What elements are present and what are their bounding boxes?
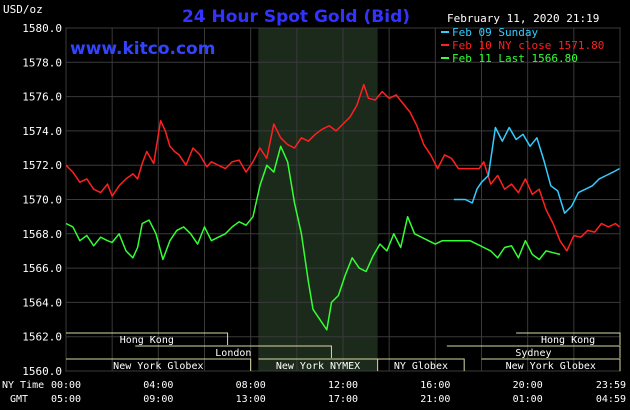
market-session-bands: Hong Kong Hong Kong London Sydney New York G… xyxy=(66,332,621,372)
x-tick-gmt: 01:00 xyxy=(513,394,543,405)
market-band-bracket xyxy=(135,345,332,358)
market-band: Sydney xyxy=(446,345,621,359)
market-band-label: NY Globex xyxy=(394,361,448,372)
market-band-bracket xyxy=(446,345,621,358)
price-series xyxy=(65,83,620,331)
market-band-label: Hong Kong xyxy=(120,335,174,346)
x-tick-ny: 20:00 xyxy=(513,380,543,391)
market-band-label: Sydney xyxy=(515,348,551,359)
x-tick-gmt: 17:00 xyxy=(328,394,358,405)
market-band-bracket xyxy=(516,332,621,345)
x-tick-gmt: 05:00 xyxy=(51,394,81,405)
market-band-label: New York NYMEX xyxy=(276,361,360,372)
x-tick-ny: 12:00 xyxy=(328,380,358,391)
y-tick-label: 1562.0 xyxy=(22,331,62,344)
y-tick-label: 1570.0 xyxy=(22,194,62,207)
y-axis-unit: USD/oz xyxy=(3,3,43,16)
legend-label: Feb 09 Sunday xyxy=(452,26,538,39)
market-band: New York NYMEX xyxy=(258,358,379,372)
market-band: London xyxy=(135,345,332,359)
chart-datetime: February 11, 2020 21:19 xyxy=(447,12,599,25)
y-axis-ticks: 1560.0 1562.0 1564.0 1566.0 1568.0 1570.0 1572… xyxy=(22,22,62,378)
market-band: NY Globex xyxy=(377,358,465,372)
y-tick-label: 1580.0 xyxy=(22,22,62,35)
y-tick-label: 1572.0 xyxy=(22,159,62,172)
y-tick-label: 1566.0 xyxy=(22,262,62,275)
market-band-bracket xyxy=(377,358,465,371)
y-tick-label: 1568.0 xyxy=(22,228,62,241)
x-tick-gmt: 04:59 xyxy=(596,394,626,405)
x-tick-ny: 08:00 xyxy=(236,380,266,391)
website-watermark: www.kitco.com xyxy=(70,39,215,59)
chart-title: 24 Hour Spot Gold (Bid) xyxy=(182,7,410,27)
series-line xyxy=(65,145,561,331)
x-tick-gmt: 21:00 xyxy=(420,394,450,405)
series-line xyxy=(65,83,620,252)
market-band: Hong Kong xyxy=(66,332,229,346)
market-band-label: Hong Kong xyxy=(541,335,595,346)
x-tick-ny: 00:00 xyxy=(51,380,81,391)
x-tick-gmt: 13:00 xyxy=(236,394,266,405)
ny-time-label: NY Time xyxy=(2,380,44,391)
market-band: New York Globex xyxy=(66,358,252,372)
y-tick-label: 1574.0 xyxy=(22,125,62,138)
y-tick-label: 1578.0 xyxy=(22,56,62,69)
market-band-label: New York Globex xyxy=(113,361,203,372)
market-band-bracket xyxy=(66,358,252,371)
y-tick-label: 1564.0 xyxy=(22,296,62,309)
series-line xyxy=(453,126,620,214)
market-band: New York Globex xyxy=(481,358,621,372)
x-tick-gmt: 09:00 xyxy=(143,394,173,405)
legend-label: Feb 10 NY close 1571.80 xyxy=(452,39,604,52)
y-tick-label: 1576.0 xyxy=(22,91,62,104)
x-axis-ticks: 00:00 05:00 04:00 09:00 08:00 13:00 12:00 17:00… xyxy=(51,380,626,405)
market-band: Hong Kong xyxy=(516,332,621,346)
x-tick-ny: 04:00 xyxy=(143,380,173,391)
legend-label: Feb 11 Last 1566.80 xyxy=(452,52,578,65)
x-tick-ny: 16:00 xyxy=(420,380,450,391)
market-band-label: London xyxy=(215,348,251,359)
gmt-label: GMT xyxy=(10,394,28,405)
market-band-label: New York Globex xyxy=(506,361,596,372)
market-band-bracket xyxy=(481,358,621,371)
y-tick-label: 1560.0 xyxy=(22,365,62,378)
x-tick-ny: 23:59 xyxy=(596,380,626,391)
market-band-bracket xyxy=(66,332,229,345)
